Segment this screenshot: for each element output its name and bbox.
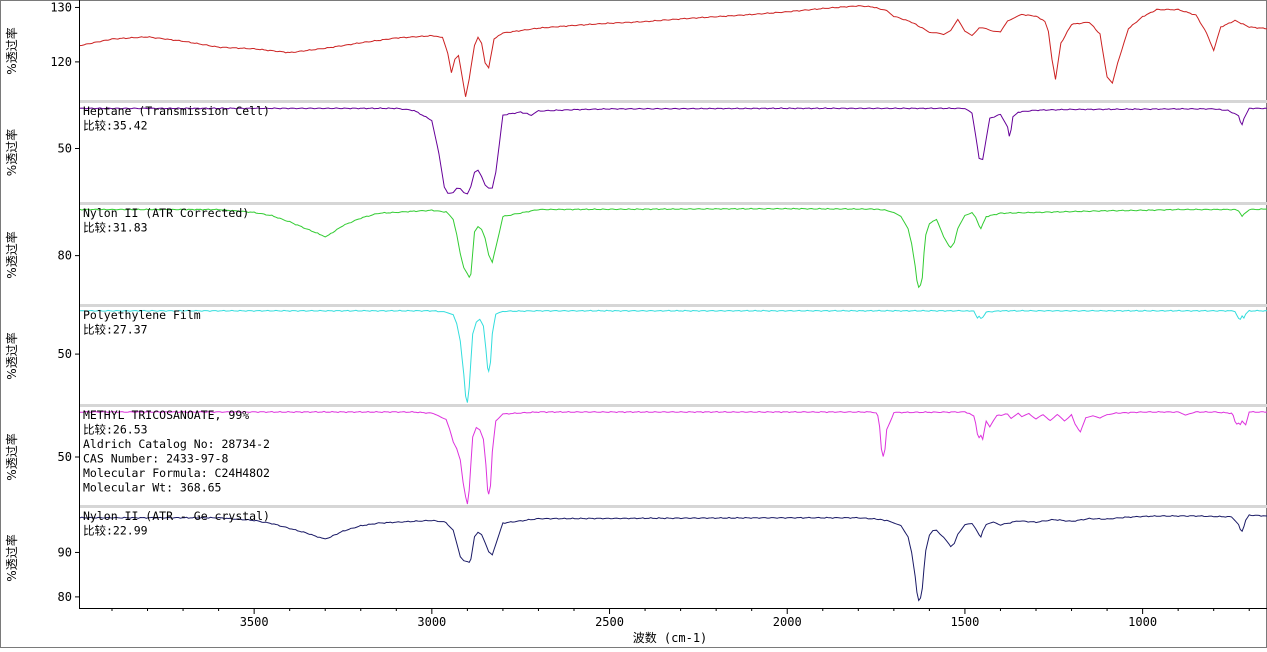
spectrum-title: Polyethylene Film bbox=[83, 308, 201, 322]
spectrum-annotation: 比较:27.37 bbox=[83, 323, 148, 337]
spectrum-panel-2: 50 %透过率 Heptane (Transmission Cell) 比较:35.… bbox=[4, 100, 1267, 195]
x-tick-label: 2000 bbox=[773, 615, 802, 629]
x-tick-label: 3000 bbox=[417, 615, 446, 629]
spectrum-annotation: 比较:31.83 bbox=[83, 221, 148, 235]
spectrum-line bbox=[79, 207, 1267, 289]
x-tick-label: 3500 bbox=[240, 615, 269, 629]
spectrum-line bbox=[80, 410, 1267, 505]
spectrum-panel-1: 120 130 %透过率 bbox=[4, 0, 1267, 97]
y-axis-label: %透过率 bbox=[4, 231, 19, 278]
panel-separator bbox=[80, 404, 1267, 407]
y-axis-label: %透过率 bbox=[4, 534, 19, 581]
y-axis-label: %透过率 bbox=[4, 27, 19, 74]
y-axis-label: %透过率 bbox=[4, 129, 19, 176]
spectrum-title: Nylon II (ATR - Ge crystal) bbox=[83, 509, 270, 523]
spectrum-panel-6: 80 90 %透过率 Nylon II (ATR - Ge crystal) 比较:2… bbox=[4, 505, 1267, 604]
spectrum-annotation: Molecular Formula: C24H48O2 bbox=[83, 466, 270, 480]
y-tick-label: 130 bbox=[50, 0, 72, 14]
y-tick-label: 50 bbox=[58, 141, 72, 155]
spectrum-title: Heptane (Transmission Cell) bbox=[83, 104, 270, 118]
spectrum-line bbox=[79, 309, 1267, 403]
spectrum-line bbox=[79, 5, 1267, 97]
spectrum-title: Nylon II (ATR Corrected) bbox=[83, 206, 249, 220]
spectrum-annotation: Molecular Wt: 368.65 bbox=[83, 481, 221, 495]
spectrum-annotation: 比较:35.42 bbox=[83, 119, 148, 133]
spectrum-panel-4: 50 %透过率 Polyethylene Film 比较:27.37 bbox=[4, 304, 1267, 403]
spectrum-annotation: CAS Number: 2433-97-8 bbox=[83, 452, 228, 466]
y-tick-label: 80 bbox=[58, 590, 72, 604]
y-tick-label: 120 bbox=[50, 55, 72, 69]
x-axis: 3500 3000 2500 2000 1500 1000 bbox=[111, 608, 1250, 629]
panel-separator bbox=[80, 505, 1267, 508]
x-tick-label: 1500 bbox=[950, 615, 979, 629]
panel-separator bbox=[80, 304, 1267, 307]
y-tick-label: 50 bbox=[58, 347, 72, 361]
spectrum-title: METHYL TRICOSANOATE, 99% bbox=[83, 408, 249, 422]
y-tick-label: 80 bbox=[58, 249, 72, 263]
x-tick-label: 1000 bbox=[1128, 615, 1157, 629]
y-tick-label: 90 bbox=[58, 545, 72, 559]
panel-separator bbox=[80, 100, 1267, 103]
panel-separator bbox=[80, 202, 1267, 205]
spectrum-panel-3: 80 %透过率 Nylon II (ATR Corrected) 比较:31.83 bbox=[4, 202, 1267, 289]
spectrum-annotation: 比较:22.99 bbox=[83, 524, 148, 538]
x-tick-label: 2500 bbox=[595, 615, 624, 629]
spectrum-line bbox=[79, 107, 1267, 195]
y-axis-label: %透过率 bbox=[4, 433, 19, 480]
spectrum-annotation: 比较:26.53 bbox=[83, 423, 148, 437]
spectrum-panels: 120 130 %透过率 50 %透过率 Heptane (Transmission Ce… bbox=[4, 0, 1267, 604]
y-tick-label: 50 bbox=[58, 450, 72, 464]
x-axis-label: 波数 (cm-1) bbox=[633, 630, 708, 645]
y-axis-label: %透过率 bbox=[4, 332, 19, 379]
spectrum-annotation: Aldrich Catalog No: 28734-2 bbox=[83, 437, 270, 451]
spectrum-line bbox=[79, 514, 1267, 602]
